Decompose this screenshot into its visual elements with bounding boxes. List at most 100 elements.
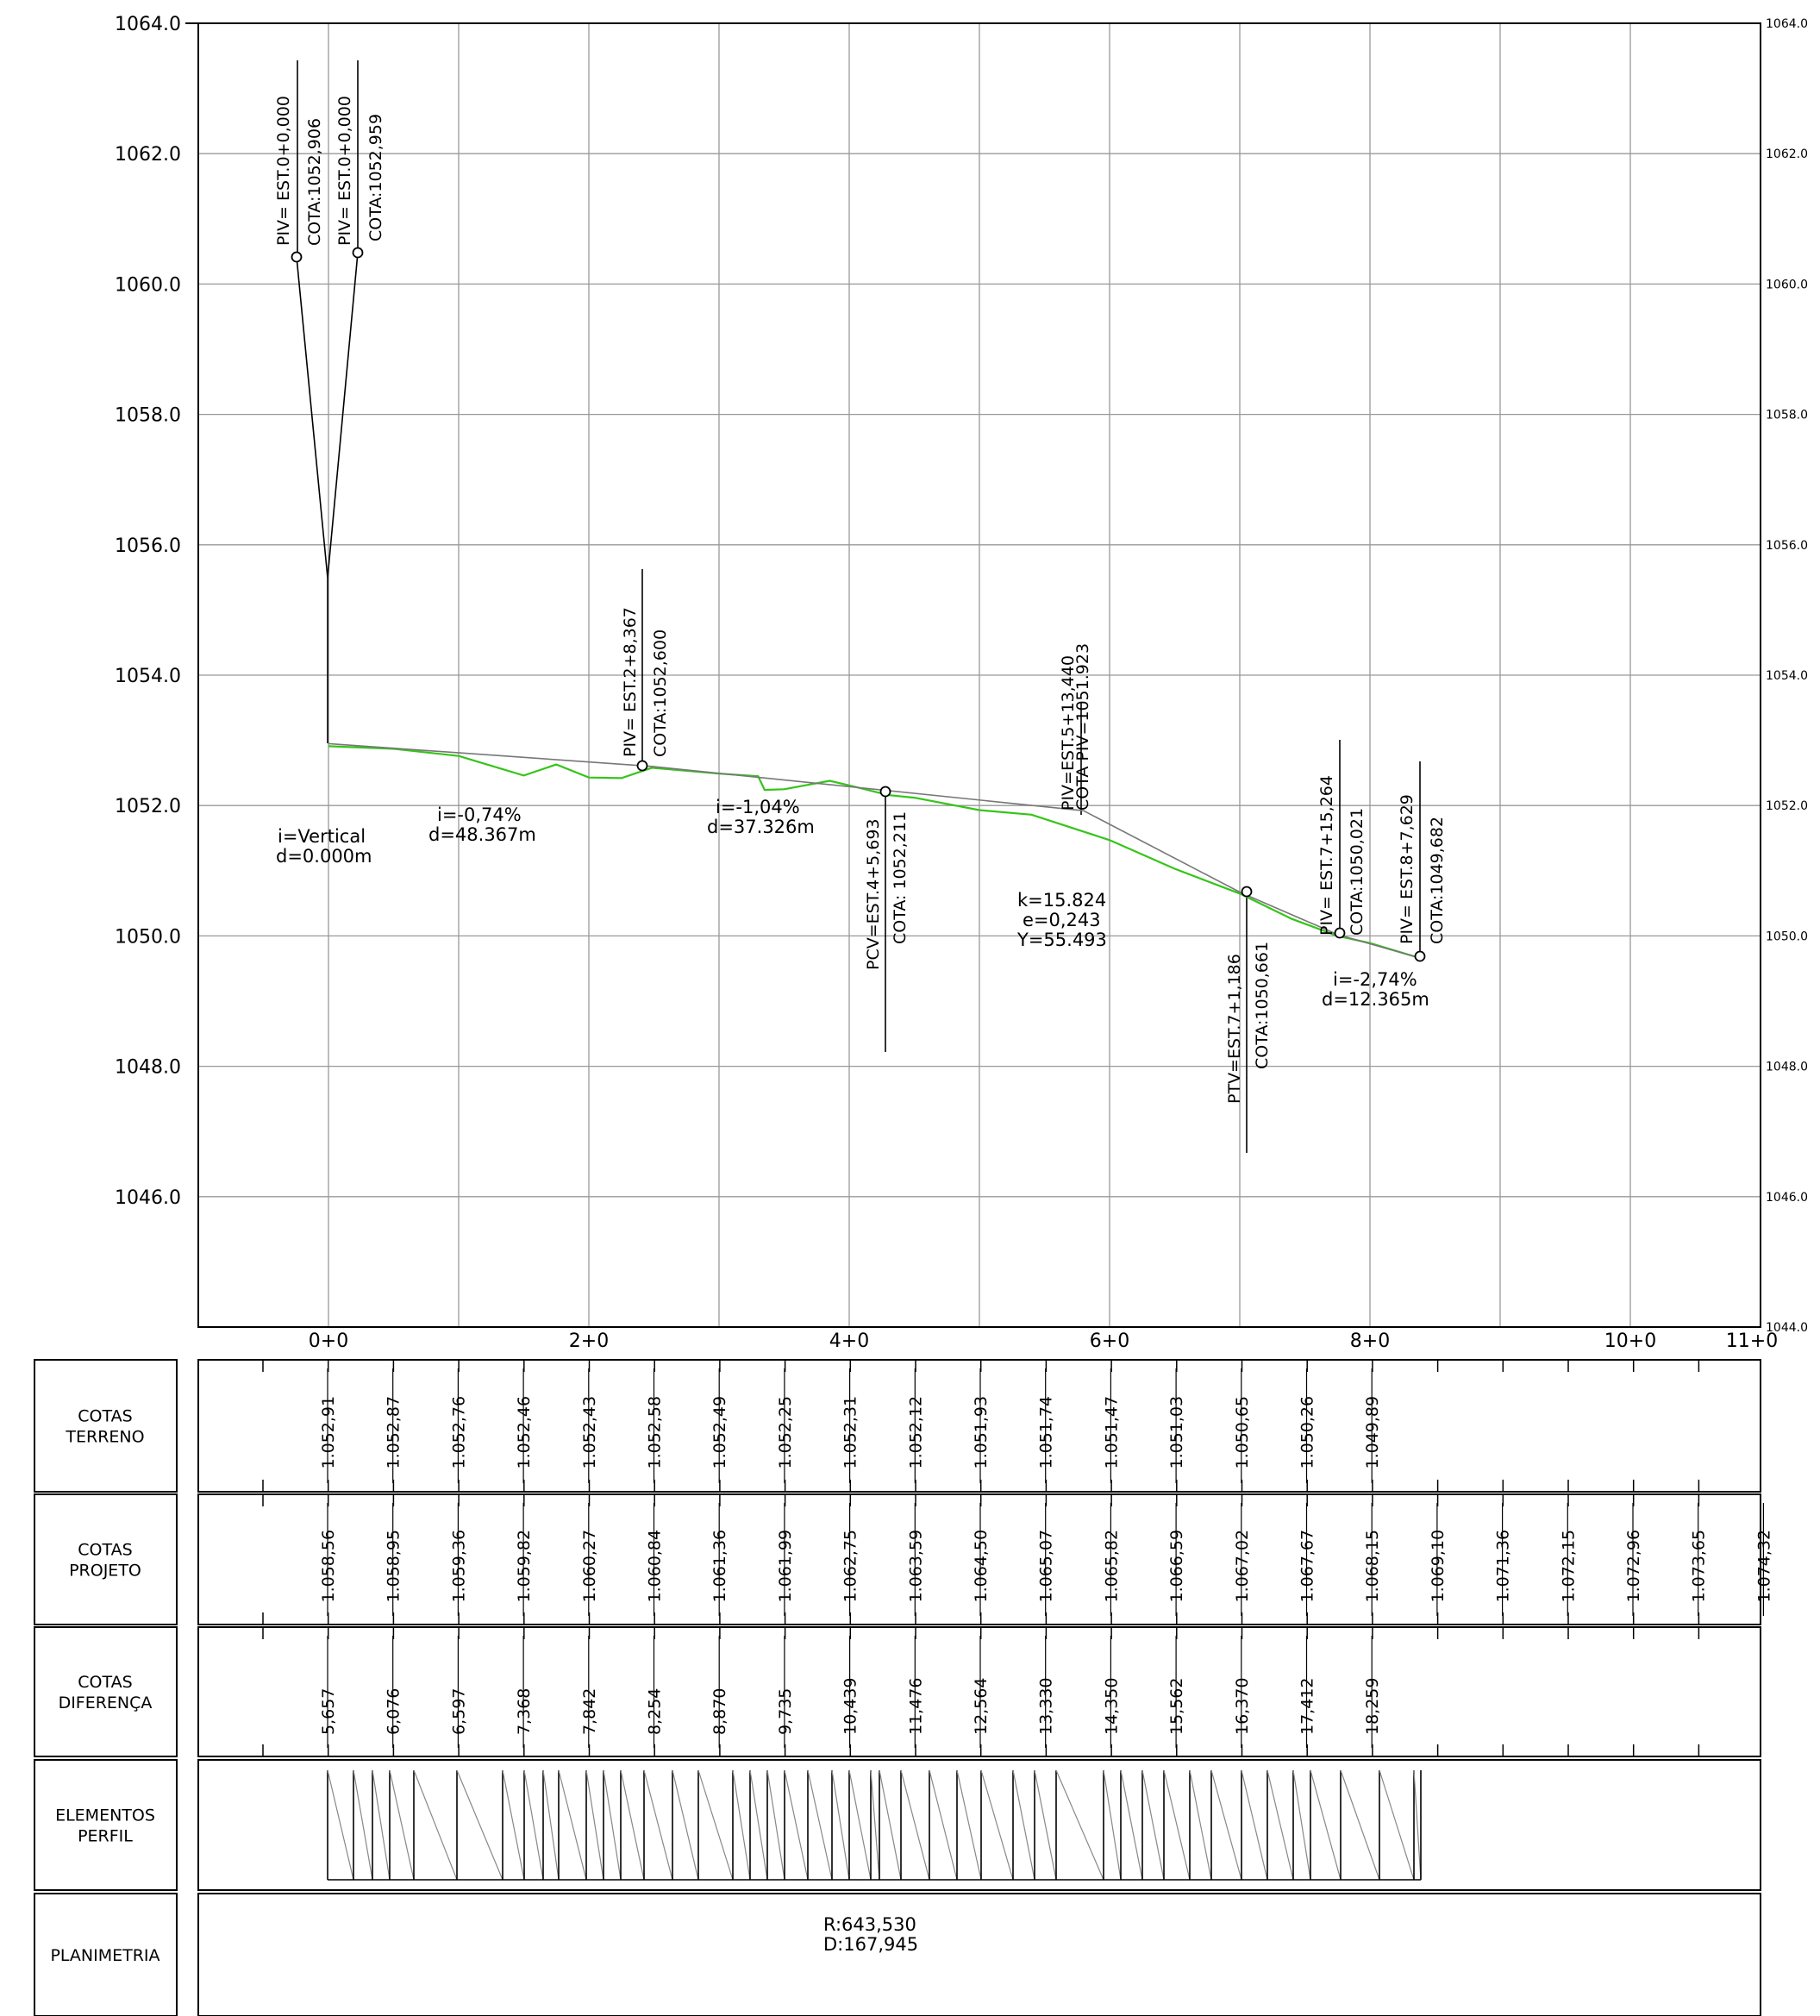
y-right-tick-label: 1046.0 — [1766, 1191, 1808, 1205]
x-tick-label: 8+0 — [1350, 1330, 1390, 1352]
element-diagonal — [749, 1769, 768, 1881]
table-cell: 1.065,07 — [1037, 1530, 1056, 1603]
x-tick-label: 6+0 — [1090, 1330, 1129, 1352]
element-diagonal — [1055, 1769, 1104, 1881]
table-cell: 1.060,84 — [646, 1530, 665, 1603]
element-diagonal — [1266, 1769, 1294, 1881]
table-cell: 1.060,27 — [580, 1530, 599, 1603]
y-axis-right-labels: 1064.0 1062.0 1060.0 1058.0 1056.0 1054.0 1052… — [1766, 17, 1808, 1335]
y-right-tick-label: 1056.0 — [1766, 539, 1808, 553]
table-cell: 1.072,96 — [1624, 1530, 1643, 1603]
piv-label-8-line1: PIV= EST.8+7,629 — [1398, 794, 1417, 944]
table-cell: 1.071,36 — [1494, 1530, 1513, 1603]
element-diagonal — [672, 1769, 699, 1881]
piv-label-8-line2: COTA:1049,682 — [1428, 817, 1447, 944]
piv-leaders — [297, 60, 1421, 1153]
table-cell: 1.073,65 — [1690, 1530, 1709, 1603]
y-right-tick-label: 1044.0 — [1766, 1321, 1808, 1335]
table-cell: 1.058,95 — [385, 1530, 403, 1603]
dist-segment-2: d=37.326m — [707, 817, 815, 837]
table-cell: 17,412 — [1298, 1678, 1317, 1735]
row-label: PERFIL — [78, 1827, 133, 1846]
table-cell: 12,564 — [972, 1678, 991, 1735]
element-diagonal — [956, 1769, 982, 1881]
row-label: DIFERENÇA — [59, 1694, 153, 1712]
x-tick-label: 4+0 — [829, 1330, 869, 1352]
y-tick-label: 1060.0 — [115, 274, 181, 296]
element-diagonal — [1189, 1769, 1212, 1881]
element-diagonal — [1012, 1769, 1035, 1881]
table-cell: 7,368 — [515, 1688, 534, 1735]
table-cell: 11,476 — [906, 1678, 925, 1735]
row-data-box — [197, 1893, 1761, 2016]
table-cell: 1.059,36 — [449, 1530, 468, 1603]
profile-series — [328, 742, 1417, 958]
row-label-box — [34, 1493, 178, 1625]
y-tick-label: 1054.0 — [115, 666, 181, 687]
table-cell: 5,657 — [319, 1688, 338, 1735]
ptv-label-line2: COTA:1050,661 — [1253, 942, 1272, 1069]
piv-label-7-line1: PIV= EST.7+15,264 — [1317, 775, 1336, 936]
table-cell: 1.052,49 — [710, 1396, 729, 1469]
table-cell: 1.064,50 — [972, 1530, 991, 1603]
row-label: PLANIMETRIA — [50, 1946, 159, 1965]
element-diagonal — [732, 1769, 751, 1881]
element-diagonal — [558, 1769, 587, 1881]
element-diagonal — [900, 1769, 930, 1881]
y-right-tick-label: 1060.0 — [1766, 278, 1808, 291]
element-diagonal — [879, 1769, 902, 1881]
table-cell: 8,870 — [710, 1688, 729, 1735]
table-cell: 1.052,25 — [776, 1396, 795, 1469]
dist-segment-3: d=12.365m — [1322, 989, 1429, 1010]
element-diagonal — [523, 1769, 544, 1881]
table-cell: 1.074,32 — [1754, 1530, 1773, 1603]
curve-y: Y=55.493 — [1016, 930, 1107, 950]
element-diagonal — [1292, 1769, 1311, 1881]
y-right-tick-label: 1062.0 — [1766, 147, 1808, 161]
piv-label-0b-line1: PIV= EST.0+0,000 — [335, 96, 354, 246]
element-diagonal — [784, 1769, 809, 1881]
element-diagonal — [372, 1769, 391, 1881]
planimetria-radius: R:643,530 — [823, 1914, 916, 1935]
element-diagonal — [1210, 1769, 1242, 1881]
element-diagonal — [542, 1769, 560, 1881]
table-cell: 10,439 — [841, 1678, 860, 1735]
table-cell: 1.067,67 — [1298, 1530, 1317, 1603]
table-cell: 1.050,26 — [1298, 1396, 1317, 1469]
element-diagonal — [413, 1769, 458, 1881]
x-tick-label: 2+0 — [569, 1330, 609, 1352]
element-diagonal — [766, 1769, 785, 1881]
grade-line — [328, 742, 1417, 958]
table-cell: 1.066,59 — [1167, 1530, 1186, 1603]
pcv-marker — [879, 786, 891, 798]
element-diagonal — [807, 1769, 833, 1881]
table-cell: 1.068,15 — [1363, 1530, 1382, 1603]
pcv-label-line2: COTA: 1052,211 — [891, 811, 910, 944]
pcv-label-line1: PCV=EST.4+5,693 — [864, 819, 883, 971]
x-tick-label: 11+0 — [1726, 1330, 1778, 1352]
table-cell: 9,735 — [776, 1688, 795, 1735]
piv-marker — [291, 251, 303, 263]
x-tick-label: 0+0 — [309, 1330, 348, 1352]
table-cell: 1.051,93 — [972, 1396, 991, 1469]
x-axis-labels: 0+0 2+0 4+0 6+0 8+0 10+0 11+0 — [309, 1330, 1778, 1352]
planimetria-development: D:167,945 — [823, 1934, 918, 1955]
curve-k: k=15.824 — [1017, 890, 1106, 911]
data-table: COTAS TERRENO 1.052,91 1.052,87 1.052,76 1.05… — [34, 1359, 1773, 2016]
element-diagonal — [929, 1769, 958, 1881]
table-cell: 1.052,46 — [515, 1396, 534, 1469]
row-data-box — [197, 1626, 1761, 1757]
element-diagonal — [353, 1769, 373, 1881]
element-diagonal — [327, 1769, 354, 1881]
element-diagonal — [1379, 1769, 1415, 1881]
element-diagonal — [456, 1769, 503, 1881]
slope-segment-2: i=-1,04% — [716, 797, 800, 817]
y-axis-labels: 1064.0 1062.0 1060.0 1058.0 1056.0 1054.0 1052… — [115, 14, 181, 1209]
piv-markers — [291, 247, 1426, 962]
row-label: ELEMENTOS — [55, 1806, 155, 1825]
piv-label-5-line1: PIV=EST.5+13,440 — [1059, 655, 1078, 811]
table-cell: 1.052,12 — [906, 1396, 925, 1469]
element-diagonal — [697, 1769, 734, 1881]
y-tick-label: 1058.0 — [115, 405, 181, 427]
row-label-box — [34, 1626, 178, 1757]
